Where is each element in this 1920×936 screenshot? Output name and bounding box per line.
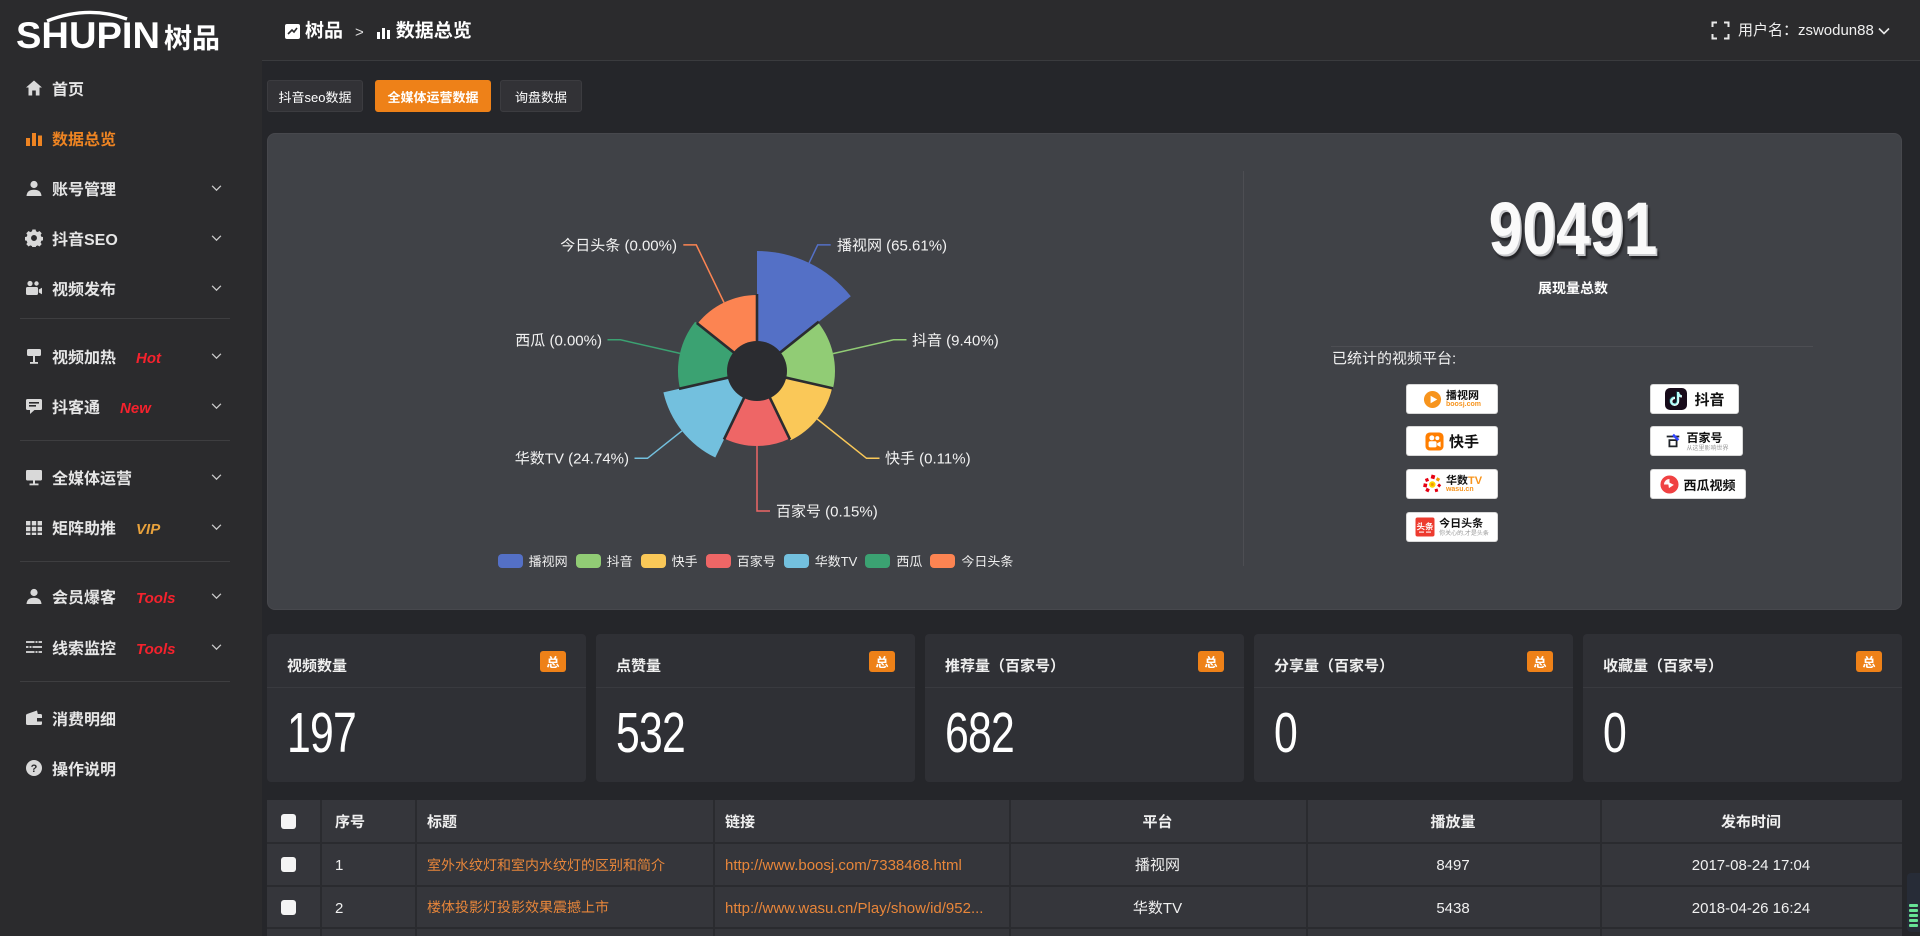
- svg-text:?: ?: [31, 760, 38, 776]
- svg-text:头条: 头条: [1417, 521, 1435, 533]
- svg-text:SHUPIN: SHUPIN: [16, 15, 160, 56]
- svg-text:树品: 树品: [164, 17, 220, 56]
